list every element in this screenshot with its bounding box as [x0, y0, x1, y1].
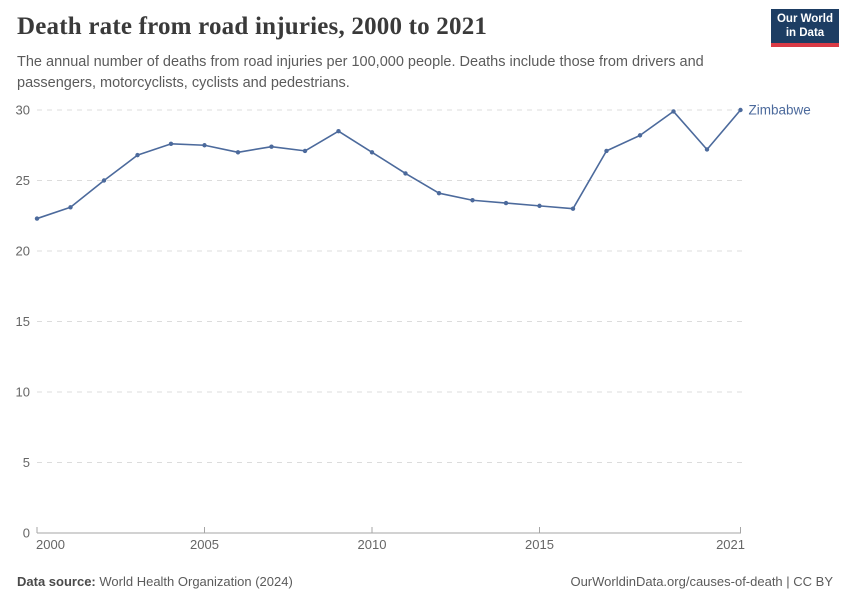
y-tick-label-25: 25 — [16, 173, 30, 188]
data-point-2002[interactable] — [101, 178, 107, 183]
data-point-2003[interactable] — [135, 152, 140, 158]
y-tick-label-30: 30 — [16, 103, 30, 118]
y-tick-label-0: 0 — [23, 526, 30, 541]
x-tick-label-2021: 2021 — [716, 537, 745, 552]
x-tick-label-2015: 2015 — [525, 537, 554, 552]
series-line-zimbabwe — [36, 109, 742, 220]
data-source-value: World Health Organization (2024) — [99, 574, 293, 589]
data-point-2001[interactable] — [68, 205, 73, 210]
data-point-2006[interactable] — [235, 150, 241, 155]
license-link[interactable]: OurWorldinData.org/causes-of-death | CC … — [570, 574, 833, 589]
data-point-2011[interactable] — [403, 171, 408, 176]
data-point-2012[interactable] — [436, 190, 442, 196]
data-point-2013[interactable] — [470, 198, 475, 203]
data-point-2017[interactable] — [604, 148, 609, 154]
y-tick-label-20: 20 — [16, 244, 30, 259]
data-point-2008[interactable] — [302, 148, 308, 154]
data-point-2000[interactable] — [34, 216, 40, 221]
data-point-2005[interactable] — [202, 143, 207, 148]
y-tick-label-5: 5 — [23, 455, 30, 470]
y-tick-label-10: 10 — [16, 385, 30, 400]
data-point-2007[interactable] — [269, 144, 274, 149]
x-tick-label-2005: 2005 — [190, 537, 219, 552]
data-point-2020[interactable] — [704, 147, 710, 152]
data-source-label: Data source: — [17, 574, 96, 589]
y-tick-label-15: 15 — [16, 314, 30, 329]
owid-logo-line2: in Data — [785, 27, 825, 39]
data-point-2014[interactable] — [503, 200, 509, 206]
data-source: Data source: World Health Organization (… — [17, 574, 293, 589]
chart-footer: Data source: World Health Organization (… — [17, 574, 833, 589]
data-point-2018[interactable] — [637, 133, 643, 138]
owid-logo-line1: Our World — [776, 12, 833, 25]
series-end-label[interactable]: Zimbabwe — [749, 103, 811, 118]
data-point-2009[interactable] — [336, 128, 341, 134]
data-point-2019[interactable] — [671, 109, 676, 114]
data-point-2016[interactable] — [570, 206, 576, 211]
data-point-2004[interactable] — [168, 141, 174, 147]
chart-subtitle: The annual number of deaths from road in… — [17, 54, 704, 92]
line-chart[interactable]: 0 5 10 15 20 25 30 2000 2005 2010 2015 2021 Zimbabwe — [0, 90, 850, 570]
data-point-2010[interactable] — [369, 150, 375, 155]
page-title: Death rate from road injuries, 2000 to 2… — [17, 13, 488, 40]
data-point-2015[interactable] — [537, 203, 542, 209]
owid-logo[interactable]: Our World in Data — [771, 9, 839, 47]
x-tick-label-2000: 2000 — [36, 537, 65, 552]
data-point-2021[interactable] — [738, 107, 743, 113]
x-tick-label-2010: 2010 — [358, 537, 387, 552]
